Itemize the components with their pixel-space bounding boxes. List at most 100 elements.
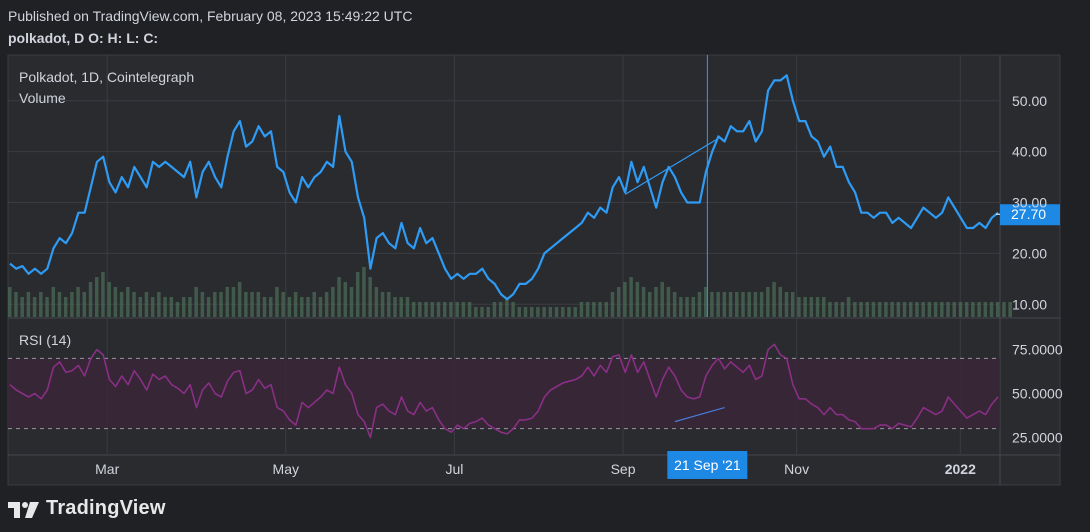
volume-bar <box>834 302 838 317</box>
volume-bar <box>8 287 12 317</box>
volume-bar <box>505 297 509 317</box>
volume-bar <box>921 302 925 317</box>
volume-bar <box>716 292 720 317</box>
volume-bar <box>45 297 49 317</box>
volume-bar <box>82 292 87 317</box>
volume-bar <box>828 302 832 317</box>
volume-bar <box>94 277 99 317</box>
volume-bar <box>119 292 124 317</box>
volume-bar <box>306 297 310 317</box>
rsi-line <box>9 343 999 439</box>
volume-bar <box>915 302 919 317</box>
rsi-trendline <box>674 406 725 423</box>
volume-bar <box>971 302 975 317</box>
volume-bar <box>194 287 198 317</box>
volume-bar <box>840 302 845 317</box>
volume-bar <box>648 292 652 317</box>
volume-bar <box>933 302 938 317</box>
volume-bar <box>20 297 24 317</box>
volume-bar <box>362 267 366 317</box>
volume-bar <box>262 297 267 317</box>
volume-bar <box>76 287 80 317</box>
volume-bar <box>206 297 211 317</box>
volume-bar <box>32 297 37 317</box>
last-price-badge <box>1000 204 1060 226</box>
volume-bar <box>256 292 261 317</box>
volume-bar <box>312 292 316 317</box>
volume-bar <box>387 292 391 317</box>
volume-bar <box>964 302 969 317</box>
volume-bar <box>884 302 888 317</box>
volume-bar <box>175 302 180 317</box>
rsi-legend: RSI (14) <box>19 332 72 348</box>
volume-bar <box>411 302 416 317</box>
tradingview-logo[interactable]: TradingView <box>8 497 166 520</box>
volume-bar <box>896 302 901 317</box>
volume-bar <box>237 282 242 317</box>
volume-bar <box>492 302 497 317</box>
volume-bar <box>753 292 758 317</box>
price-tick-label: 30.00 <box>1012 195 1047 211</box>
volume-bar <box>424 302 428 317</box>
volume-bar <box>772 282 776 317</box>
volume-bar <box>101 272 105 317</box>
volume-bar <box>281 292 285 317</box>
volume-bar <box>728 292 733 317</box>
volume-bar <box>523 307 528 317</box>
volume-bar <box>629 277 633 317</box>
volume-bar <box>996 302 1000 317</box>
volume-bar <box>405 297 410 317</box>
volume-bar <box>455 302 459 317</box>
time-tick-label: Sep <box>611 461 636 477</box>
volume-bar <box>890 302 894 317</box>
volume-bar <box>542 307 546 317</box>
volume-bar <box>442 302 447 317</box>
rsi-tick-label: 25.0000 <box>1012 429 1063 445</box>
volume-bar <box>790 292 795 317</box>
volume-bar <box>436 302 441 317</box>
price-trendline <box>624 137 719 195</box>
volume-bar <box>759 292 764 317</box>
volume-bar <box>63 297 68 317</box>
volume-bar <box>486 307 490 317</box>
volume-bar <box>138 297 142 317</box>
volume-bar <box>200 292 205 317</box>
volume-bar <box>766 287 770 317</box>
volume-bar <box>331 287 335 317</box>
volume-bar <box>430 302 435 317</box>
volume-bar <box>225 287 229 317</box>
volume-bar <box>132 292 136 317</box>
price-tick-label: 50.00 <box>1012 93 1047 109</box>
volume-bar <box>349 287 354 317</box>
volume-bar <box>672 292 677 317</box>
volume-bar <box>778 287 783 317</box>
time-tick-label: Mar <box>95 461 119 477</box>
volume-bar <box>641 287 646 317</box>
volume-bar <box>337 277 341 317</box>
volume-bar <box>853 302 857 317</box>
volume-bar <box>324 292 329 317</box>
volume-bar <box>679 297 683 317</box>
volume-bar <box>654 287 658 317</box>
rsi-tick-label: 50.0000 <box>1012 386 1063 402</box>
volume-bar <box>822 297 826 317</box>
volume-bar <box>604 302 609 317</box>
volume-bar <box>474 307 478 317</box>
last-price-label: 27.70 <box>1011 206 1046 222</box>
volume-bar <box>977 302 981 317</box>
volume-bar <box>480 307 484 317</box>
volume-bar <box>287 297 292 317</box>
time-tick-label: Nov <box>784 461 809 477</box>
volume-bar <box>70 292 74 317</box>
volume-bar <box>846 297 851 317</box>
volume-bar <box>14 292 18 317</box>
volume-bar <box>579 302 584 317</box>
volume-bar <box>293 292 298 317</box>
volume-bar <box>355 272 360 317</box>
volume-bar <box>902 302 907 317</box>
volume-bar <box>877 302 882 317</box>
volume-bar <box>39 292 43 317</box>
volume-bar <box>461 302 466 317</box>
volume-bar <box>548 307 553 317</box>
